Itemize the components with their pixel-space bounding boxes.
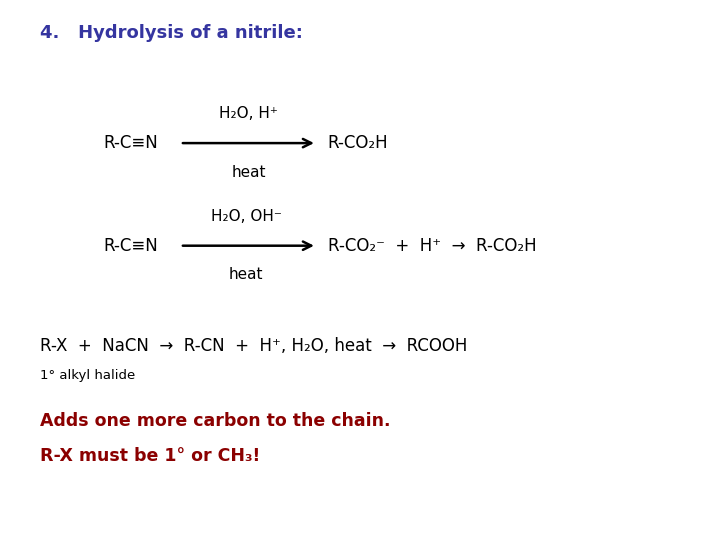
Text: R-C≡N: R-C≡N	[104, 134, 158, 152]
Text: R-X  +  NaCN  →  R-CN  +  H⁺, H₂O, heat  →  RCOOH: R-X + NaCN → R-CN + H⁺, H₂O, heat → RCOO…	[40, 336, 467, 355]
Text: R-CO₂⁻  +  H⁺  →  R-CO₂H: R-CO₂⁻ + H⁺ → R-CO₂H	[328, 237, 536, 255]
Text: 1° alkyl halide: 1° alkyl halide	[40, 369, 135, 382]
Text: heat: heat	[229, 267, 264, 282]
Text: R-X must be 1° or CH₃!: R-X must be 1° or CH₃!	[40, 447, 260, 465]
Text: heat: heat	[231, 165, 266, 180]
Text: Adds one more carbon to the chain.: Adds one more carbon to the chain.	[40, 412, 390, 430]
Text: H₂O, OH⁻: H₂O, OH⁻	[211, 209, 282, 224]
Text: 4.   Hydrolysis of a nitrile:: 4. Hydrolysis of a nitrile:	[40, 24, 302, 42]
Text: R-CO₂H: R-CO₂H	[328, 134, 388, 152]
Text: R-C≡N: R-C≡N	[104, 237, 158, 255]
Text: H₂O, H⁺: H₂O, H⁺	[219, 106, 278, 122]
